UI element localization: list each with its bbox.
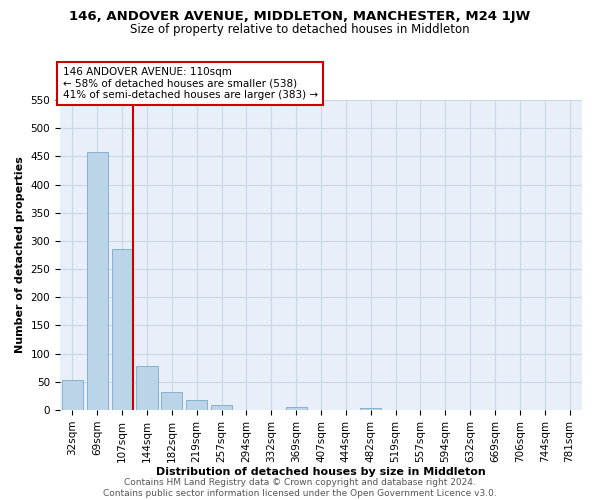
- Bar: [136, 366, 158, 410]
- Bar: [87, 152, 108, 410]
- Bar: [360, 408, 381, 410]
- Text: Size of property relative to detached houses in Middleton: Size of property relative to detached ho…: [130, 22, 470, 36]
- Bar: [161, 392, 182, 410]
- Bar: [186, 400, 207, 410]
- Bar: [62, 380, 83, 410]
- Bar: [286, 407, 307, 410]
- Text: 146 ANDOVER AVENUE: 110sqm
← 58% of detached houses are smaller (538)
41% of sem: 146 ANDOVER AVENUE: 110sqm ← 58% of deta…: [62, 67, 318, 100]
- Text: 146, ANDOVER AVENUE, MIDDLETON, MANCHESTER, M24 1JW: 146, ANDOVER AVENUE, MIDDLETON, MANCHEST…: [70, 10, 530, 23]
- X-axis label: Distribution of detached houses by size in Middleton: Distribution of detached houses by size …: [156, 468, 486, 477]
- Text: Contains HM Land Registry data © Crown copyright and database right 2024.
Contai: Contains HM Land Registry data © Crown c…: [103, 478, 497, 498]
- Y-axis label: Number of detached properties: Number of detached properties: [15, 156, 25, 354]
- Bar: [112, 250, 133, 410]
- Bar: [211, 405, 232, 410]
